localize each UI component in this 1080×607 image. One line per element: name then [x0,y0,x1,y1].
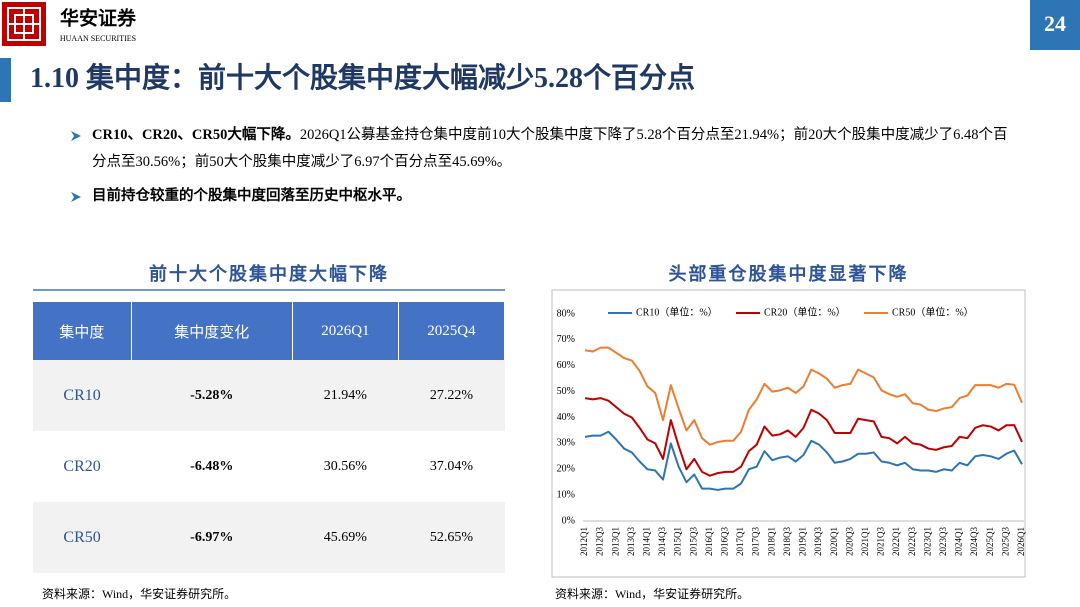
legend-label: CR20（单位：%） [764,305,846,318]
source: 资料来源：Wind，华安证券研究所。 [42,587,237,601]
y-tick-label: 40% [557,412,575,423]
table-row: CR10 -5.28% 21.94% 27.22% [33,360,505,431]
cell: 27.22% [398,360,505,431]
x-tick-label: 2024Q1 [954,527,964,556]
y-tick-label: 60% [557,360,575,371]
x-tick-label: 2021Q1 [860,527,870,556]
cell: 37.04% [429,458,474,474]
x-tick-label: 2017Q3 [751,527,761,556]
y-tick-label: 10% [557,489,575,500]
x-tick-label: 2022Q3 [907,527,917,556]
chart-frame [551,289,1026,578]
page-number: 24 [1044,11,1066,36]
x-tick-label: 2012Q1 [579,527,589,556]
x-tick-label: 2022Q1 [891,527,901,556]
x-tick-label: 2015Q3 [688,527,698,556]
x-tick-label: 2017Q1 [735,527,745,556]
cell: 30.56% [323,458,367,474]
line [584,346,1023,446]
x-tick-label: 2014Q1 [641,527,651,556]
table-header: 集中度 集中度变化 2026Q1 2025Q4 [33,302,506,360]
line [584,397,1023,477]
bullet-text: 2026Q1公募基金持仓集中度前10大个股集中度下降了5.28个百分点至21.9… [92,127,1008,170]
panel-title: 前十大个股集中度大幅下降 [149,264,389,284]
legend-label: CR50（单位：%） [892,305,974,318]
y-tick-label: 80% [557,308,575,319]
y-tick-label: 50% [557,386,575,397]
legend-label: CR10（单位：%） [636,305,718,318]
line [584,430,1023,491]
table-row: CR20 -6.48% 30.56% 37.04% [33,431,505,502]
bullet: CR10、CR20、CR50大幅下降。2026Q1公募基金持仓集中度前10大个股… [70,122,1012,176]
brand-en: HUAAN SECURITIES [60,34,136,43]
source: 资料来源：Wind，华安证券研究所。 [555,587,750,601]
x-tick-label: 2016Q3 [720,527,730,556]
table-row: CR50 -6.97% 45.69% 52.65% [33,502,505,573]
y-tick-label: 0% [562,515,575,526]
y-tick-label: 70% [557,334,575,345]
bullet-icon [71,131,81,141]
slide-title: 1.10 集中度：前十大个股集中度大幅减少5.28个百分点 [30,63,696,94]
x-tick-label: 2026Q1 [1016,527,1026,556]
cell: 52.65% [398,502,505,573]
x-tick-label: 2018Q1 [766,527,776,556]
bullet-icon [71,192,81,202]
cell: CR50 [33,502,132,573]
x-tick-label: 2024Q3 [969,527,979,556]
cell: -6.48% [190,458,234,474]
title-bar [0,58,11,102]
cell: CR10 [33,360,132,431]
brand: 华安证券 [60,6,137,29]
x-tick-label: 2023Q1 [922,527,932,556]
x-tick-label: 2016Q1 [704,527,714,556]
cell: -6.97% [131,502,293,573]
header-cell: 集中度 [33,302,132,360]
header-cell: 2025Q4 [398,302,506,360]
table: 集中度 集中度变化 2026Q1 2025Q4 CR10 -5.28% 21.9… [33,302,506,573]
x-tick-label: 2014Q3 [657,527,667,556]
x-tick-label: 2025Q3 [1000,527,1010,556]
header-cell: 集中度变化 [131,302,293,360]
cell: 21.94% [292,360,399,431]
x-tick-label: 2020Q3 [844,527,854,556]
bullet-bold: 目前持仓较重的个股集中度回落至历史中枢水平。 [92,188,411,204]
bullet-bold: CR10、CR20、CR50大幅下降。 [92,127,300,143]
cell: -5.28% [131,360,293,431]
cell: 45.69% [292,502,399,573]
page-number-box [1030,0,1080,50]
x-tick-label: 2013Q3 [626,527,636,556]
x-tick-label: 2019Q1 [798,527,808,556]
x-tick-label: 2015Q1 [673,527,683,556]
y-tick-label: 30% [557,438,575,449]
x-tick-label: 2019Q3 [813,527,823,556]
x-tick-label: 2018Q3 [782,527,792,556]
x-tick-label: 2025Q1 [985,527,995,556]
panel-title: 头部重仓股集中度显著下降 [668,264,909,284]
header-cell: 2026Q1 [292,302,399,360]
bullet: 目前持仓较重的个股集中度回落至历史中枢水平。 [70,183,1012,210]
y-tick-label: 20% [557,464,575,475]
x-tick-label: 2020Q1 [829,527,839,556]
x-tick-label: 2013Q1 [610,527,620,556]
cell: CR20 [63,457,101,475]
x-tick-label: 2012Q3 [595,527,605,556]
x-tick-label: 2023Q3 [938,527,948,556]
x-tick-label: 2021Q3 [876,527,886,556]
